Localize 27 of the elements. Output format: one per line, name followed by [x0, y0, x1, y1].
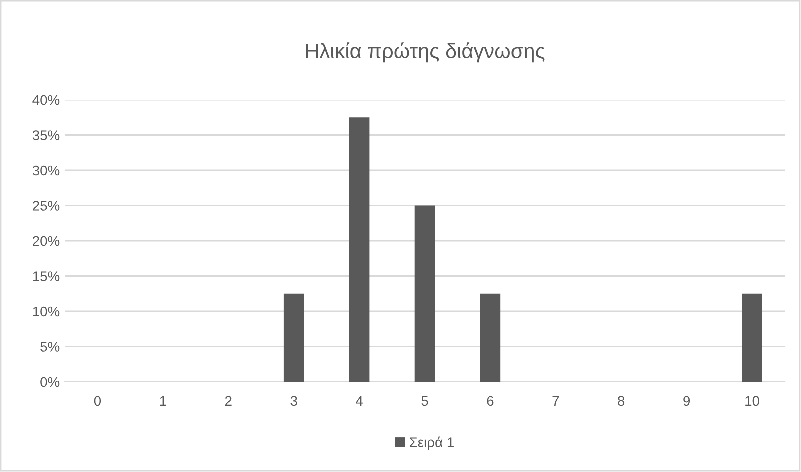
y-tick-label: 5%	[40, 342, 60, 352]
x-tick-label: 7	[552, 396, 560, 406]
y-tick-label: 35%	[32, 130, 60, 140]
y-tick-label: 30%	[32, 166, 60, 176]
chart-title: Ηλικία πρώτης διάγνωσης	[306, 42, 545, 63]
y-tick-label: 10%	[33, 306, 60, 317]
bar	[414, 206, 436, 382]
y-tick-label: 15%	[33, 272, 60, 282]
bar	[349, 118, 370, 382]
x-tick-label: 3	[290, 396, 298, 406]
legend-label: Σειρά 1	[410, 436, 454, 450]
y-tick-label: 20%	[33, 236, 60, 246]
y-tick-label: 40%	[32, 95, 60, 106]
x-tick-label: 0	[94, 396, 102, 406]
y-tick-label: 0%	[40, 377, 60, 388]
bar	[284, 294, 304, 382]
x-tick-label: 10	[746, 396, 760, 406]
bar	[480, 294, 501, 382]
x-tick-label: 1	[160, 396, 166, 406]
x-tick-label: 5	[422, 396, 428, 406]
x-tick-label: 2	[225, 396, 232, 406]
bar	[742, 294, 762, 382]
x-tick-label: 9	[684, 396, 690, 406]
x-tick-label: 4	[356, 396, 363, 406]
y-tick-label: 25%	[33, 201, 60, 211]
x-tick-label: 6	[487, 396, 494, 406]
x-tick-label: 8	[618, 396, 625, 406]
